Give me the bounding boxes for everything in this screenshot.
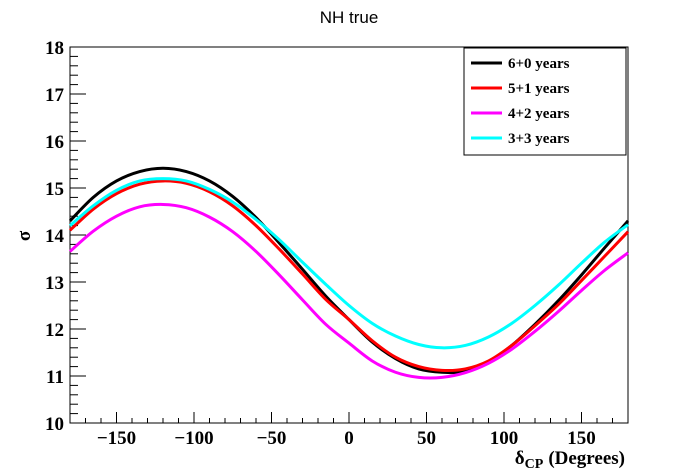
x-tick-labels: −150 −100 −50 0 50 100 150 [97,428,596,449]
legend: 6+0 years 5+1 years 4+2 years 3+3 years [463,47,627,156]
legend-label: 6+0 years [508,56,570,72]
y-tick-label: 10 [45,414,64,435]
x-tick-label: 0 [344,428,354,449]
x-tick-label: −100 [174,428,213,449]
series-line-3 [69,202,629,380]
y-tick-label: 17 [45,85,65,106]
legend-label: 3+3 years [508,131,570,147]
y-tick-label: 18 [45,38,64,59]
y-tick-label: 14 [45,226,65,247]
axis-ticks [69,46,629,424]
x-tick-label: 100 [490,428,519,449]
y-tick-label: 16 [45,132,64,153]
legend-label: 4+2 years [508,106,570,122]
x-axis-label-suffix: (Degrees) [548,448,625,469]
chart-title: NH true [320,8,379,27]
x-axis-label-sub: CP [525,457,544,471]
plot-area [68,46,630,424]
y-tick-label: 15 [45,179,64,200]
series-line-2 [68,179,630,373]
x-tick-label: 150 [567,428,596,449]
y-tick-label: 11 [46,367,64,388]
x-tick-label: −50 [257,428,287,449]
y-axis-label: σ [14,230,35,241]
x-tick-label: 50 [417,428,436,449]
y-tick-label: 13 [45,273,64,294]
x-axis-label-main: δ [515,448,525,469]
y-tick-labels: 10 11 12 13 14 15 16 17 18 [45,38,65,435]
x-tick-label: −150 [97,428,136,449]
series-group [68,166,630,380]
legend-label: 5+1 years [508,81,570,97]
x-axis-label: δCP (Degrees) [515,448,625,471]
y-tick-label: 12 [45,320,64,341]
series-line-4 [69,177,629,350]
